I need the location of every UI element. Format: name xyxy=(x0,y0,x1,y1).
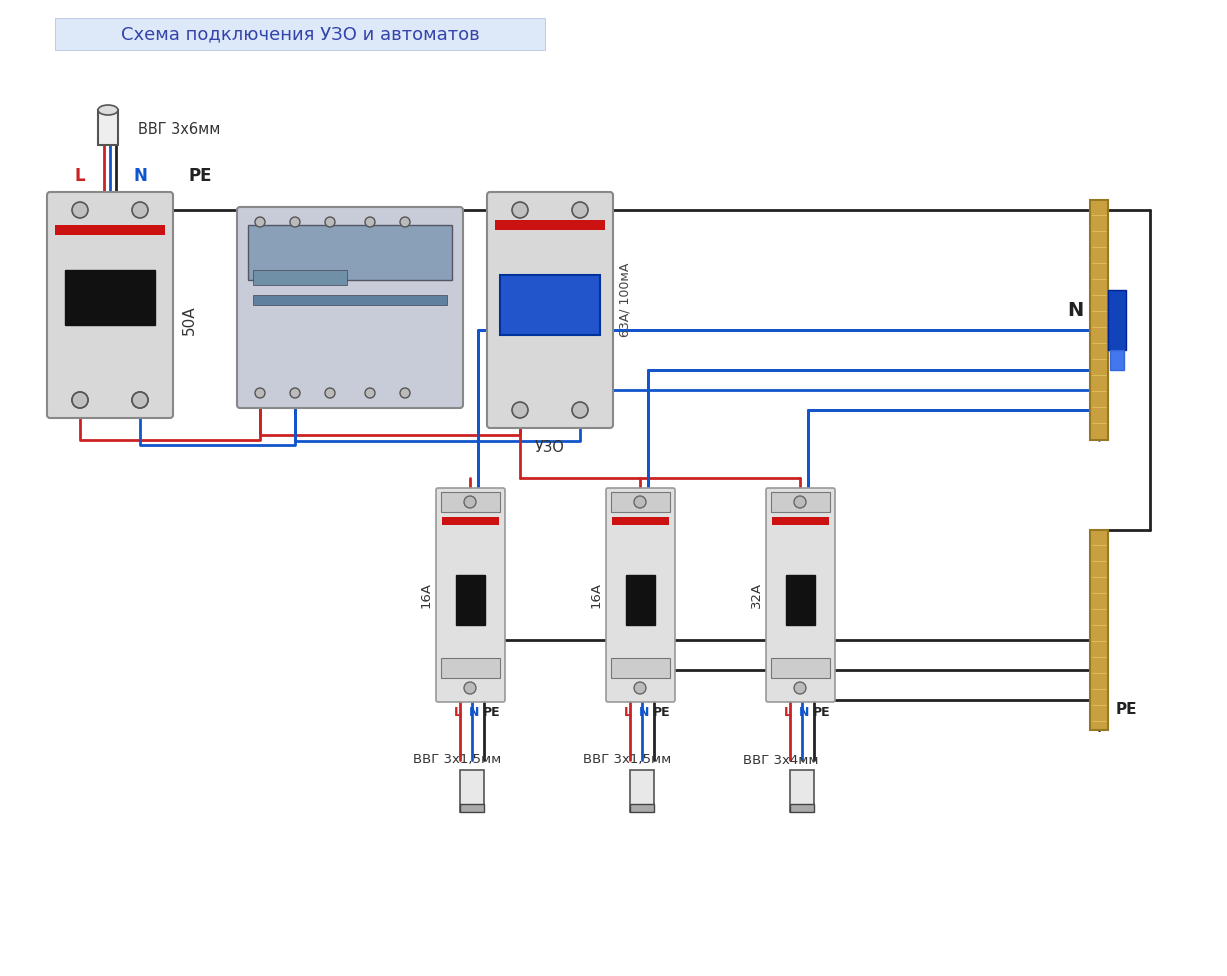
Text: 16А: 16А xyxy=(590,582,602,608)
Text: УЗО: УЗО xyxy=(535,439,564,455)
Bar xyxy=(626,575,655,625)
Circle shape xyxy=(255,388,265,398)
Text: PE: PE xyxy=(1117,703,1137,717)
Text: L: L xyxy=(454,706,463,718)
Bar xyxy=(253,295,447,305)
Bar xyxy=(456,575,485,625)
Circle shape xyxy=(72,392,88,408)
Bar xyxy=(771,658,829,678)
Circle shape xyxy=(400,388,410,398)
Bar xyxy=(1090,200,1108,440)
Bar xyxy=(440,492,499,512)
Bar xyxy=(65,270,155,325)
Text: 32А: 32А xyxy=(750,582,763,608)
Circle shape xyxy=(400,217,410,227)
Text: PE: PE xyxy=(188,167,212,185)
Text: L: L xyxy=(625,706,632,718)
Text: L: L xyxy=(784,706,791,718)
Bar xyxy=(494,220,605,230)
Text: ВВГ 3х1,5мм: ВВГ 3х1,5мм xyxy=(583,753,671,766)
FancyBboxPatch shape xyxy=(436,488,506,702)
Bar xyxy=(499,275,600,335)
Circle shape xyxy=(512,402,528,418)
Circle shape xyxy=(364,388,375,398)
Bar xyxy=(629,804,654,812)
Bar xyxy=(55,225,164,235)
Text: ВВГ 3х6мм: ВВГ 3х6мм xyxy=(137,123,221,138)
Text: N: N xyxy=(1066,301,1083,319)
Bar xyxy=(460,770,483,812)
Circle shape xyxy=(634,682,645,694)
FancyBboxPatch shape xyxy=(487,192,614,428)
FancyBboxPatch shape xyxy=(606,488,675,702)
Text: 50А: 50А xyxy=(182,305,198,335)
Bar xyxy=(790,770,814,812)
Circle shape xyxy=(464,682,476,694)
Bar xyxy=(771,492,829,512)
Bar xyxy=(629,770,654,812)
Circle shape xyxy=(72,202,88,218)
Bar xyxy=(440,658,499,678)
Text: PE: PE xyxy=(653,706,671,718)
Bar xyxy=(248,226,452,238)
Bar xyxy=(612,517,669,525)
Bar xyxy=(98,110,118,145)
FancyBboxPatch shape xyxy=(237,207,463,408)
Bar xyxy=(253,270,347,285)
Text: PE: PE xyxy=(814,706,831,718)
Text: ВВГ 3х1,5мм: ВВГ 3х1,5мм xyxy=(413,753,502,766)
Circle shape xyxy=(290,217,299,227)
Circle shape xyxy=(512,202,528,218)
Circle shape xyxy=(634,496,645,508)
Text: N: N xyxy=(469,706,480,718)
Circle shape xyxy=(572,202,588,218)
Text: PE: PE xyxy=(483,706,501,718)
Circle shape xyxy=(794,496,806,508)
Circle shape xyxy=(364,217,375,227)
Circle shape xyxy=(133,392,148,408)
Bar xyxy=(1110,350,1124,370)
Circle shape xyxy=(572,402,588,418)
Bar xyxy=(55,18,545,50)
Circle shape xyxy=(794,682,806,694)
FancyBboxPatch shape xyxy=(47,192,173,418)
Bar xyxy=(248,225,452,280)
Bar xyxy=(442,517,499,525)
Text: N: N xyxy=(133,167,147,185)
Bar xyxy=(787,575,815,625)
Text: N: N xyxy=(639,706,649,718)
Bar xyxy=(611,492,670,512)
Circle shape xyxy=(325,217,335,227)
Circle shape xyxy=(255,217,265,227)
Bar xyxy=(1090,530,1108,730)
Bar xyxy=(790,804,814,812)
Bar xyxy=(1108,290,1126,350)
Circle shape xyxy=(325,388,335,398)
Bar xyxy=(772,517,829,525)
Bar xyxy=(611,658,670,678)
Circle shape xyxy=(464,496,476,508)
Text: Схема подключения УЗО и автоматов: Схема подключения УЗО и автоматов xyxy=(120,25,480,43)
Circle shape xyxy=(290,388,299,398)
Bar xyxy=(460,804,483,812)
Text: ВВГ 3х4мм: ВВГ 3х4мм xyxy=(744,753,818,766)
Text: 16А: 16А xyxy=(420,582,433,608)
FancyBboxPatch shape xyxy=(766,488,836,702)
Text: N: N xyxy=(799,706,809,718)
Text: 63А/ 100мА: 63А/ 100мА xyxy=(618,263,631,337)
Circle shape xyxy=(133,202,148,218)
Circle shape xyxy=(133,392,148,408)
Ellipse shape xyxy=(98,105,118,115)
Text: L: L xyxy=(75,167,86,185)
Circle shape xyxy=(72,392,88,408)
